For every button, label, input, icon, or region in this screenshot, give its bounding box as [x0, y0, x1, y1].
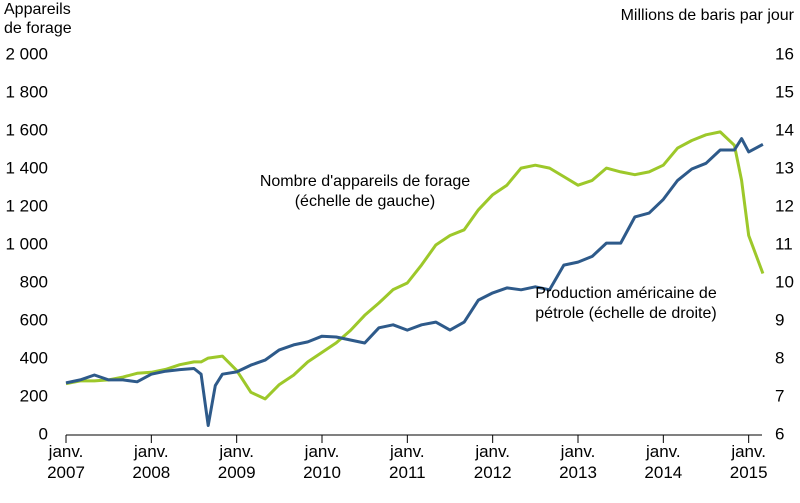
y-tick-label: 1 600 — [5, 120, 48, 139]
y2-tick-label: 12 — [775, 196, 794, 215]
y-tick-label: 1 400 — [5, 158, 48, 177]
y-axis-label: Appareils de forage — [4, 1, 72, 37]
y-tick-label: 1 200 — [5, 196, 48, 215]
series-line — [65, 130, 765, 401]
y2-tick-label: 11 — [775, 234, 793, 253]
y2-tick-label: 10 — [775, 272, 794, 291]
y2-axis-label: Millions de baris par jour — [620, 7, 794, 24]
y-tick-label: 800 — [20, 272, 48, 291]
y-tick-label: 1 000 — [5, 234, 48, 253]
annotation: Production américaine de — [535, 285, 717, 302]
x-tick-label: janv. 2014 — [644, 442, 683, 482]
y2-tick-label: 15 — [775, 82, 794, 101]
y2-tick-label: 14 — [775, 120, 794, 139]
x-tick-label: janv. 2008 — [132, 442, 171, 482]
x-tick-label: janv. 2015 — [729, 442, 768, 482]
y-tick-label: 200 — [20, 386, 48, 405]
annotation: Nombre d'appareils de forage — [260, 173, 470, 190]
x-tick-label: janv. 2013 — [559, 442, 597, 482]
x-tick-label: janv. 2007 — [47, 442, 85, 482]
y2-tick-label: 9 — [775, 310, 784, 329]
x-tick-label: janv. 2009 — [217, 442, 256, 482]
x-tick-label: janv. 2011 — [389, 442, 426, 482]
y-tick-label: 0 — [39, 424, 48, 443]
y2-tick-label: 6 — [775, 424, 784, 443]
y2-tick-label: 16 — [775, 44, 794, 63]
y2-tick-label: 13 — [775, 158, 794, 177]
x-tick-label: janv. 2012 — [473, 442, 512, 482]
y-tick-label: 2 000 — [5, 44, 48, 63]
y-tick-label: 400 — [20, 348, 48, 367]
y2-tick-label: 8 — [775, 348, 784, 367]
series-line — [65, 137, 764, 427]
annotation: (échelle de gauche) — [295, 193, 436, 210]
y-tick-label: 1 800 — [5, 82, 48, 101]
x-tick-label: janv. 2010 — [303, 442, 341, 482]
y2-tick-label: 7 — [775, 386, 784, 405]
annotation: pétrole (échelle de droite) — [535, 305, 716, 322]
y-tick-label: 600 — [20, 310, 48, 329]
